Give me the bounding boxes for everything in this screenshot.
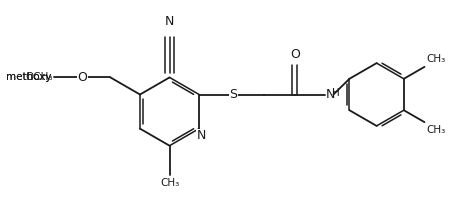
Text: CH₃: CH₃ <box>426 54 445 64</box>
Text: N: N <box>325 88 335 101</box>
Text: O: O <box>77 71 87 84</box>
Text: OCH₃: OCH₃ <box>25 73 53 82</box>
Text: methoxy: methoxy <box>6 73 51 82</box>
Text: methoxy: methoxy <box>6 73 51 82</box>
Text: CH₃: CH₃ <box>160 177 179 188</box>
Text: OCH₃: OCH₃ <box>25 73 53 82</box>
Text: CH₃: CH₃ <box>426 125 445 135</box>
Text: H: H <box>332 88 339 98</box>
Text: S: S <box>229 88 237 101</box>
Text: N: N <box>196 130 206 142</box>
Text: O: O <box>290 49 300 61</box>
Text: N: N <box>165 15 174 28</box>
